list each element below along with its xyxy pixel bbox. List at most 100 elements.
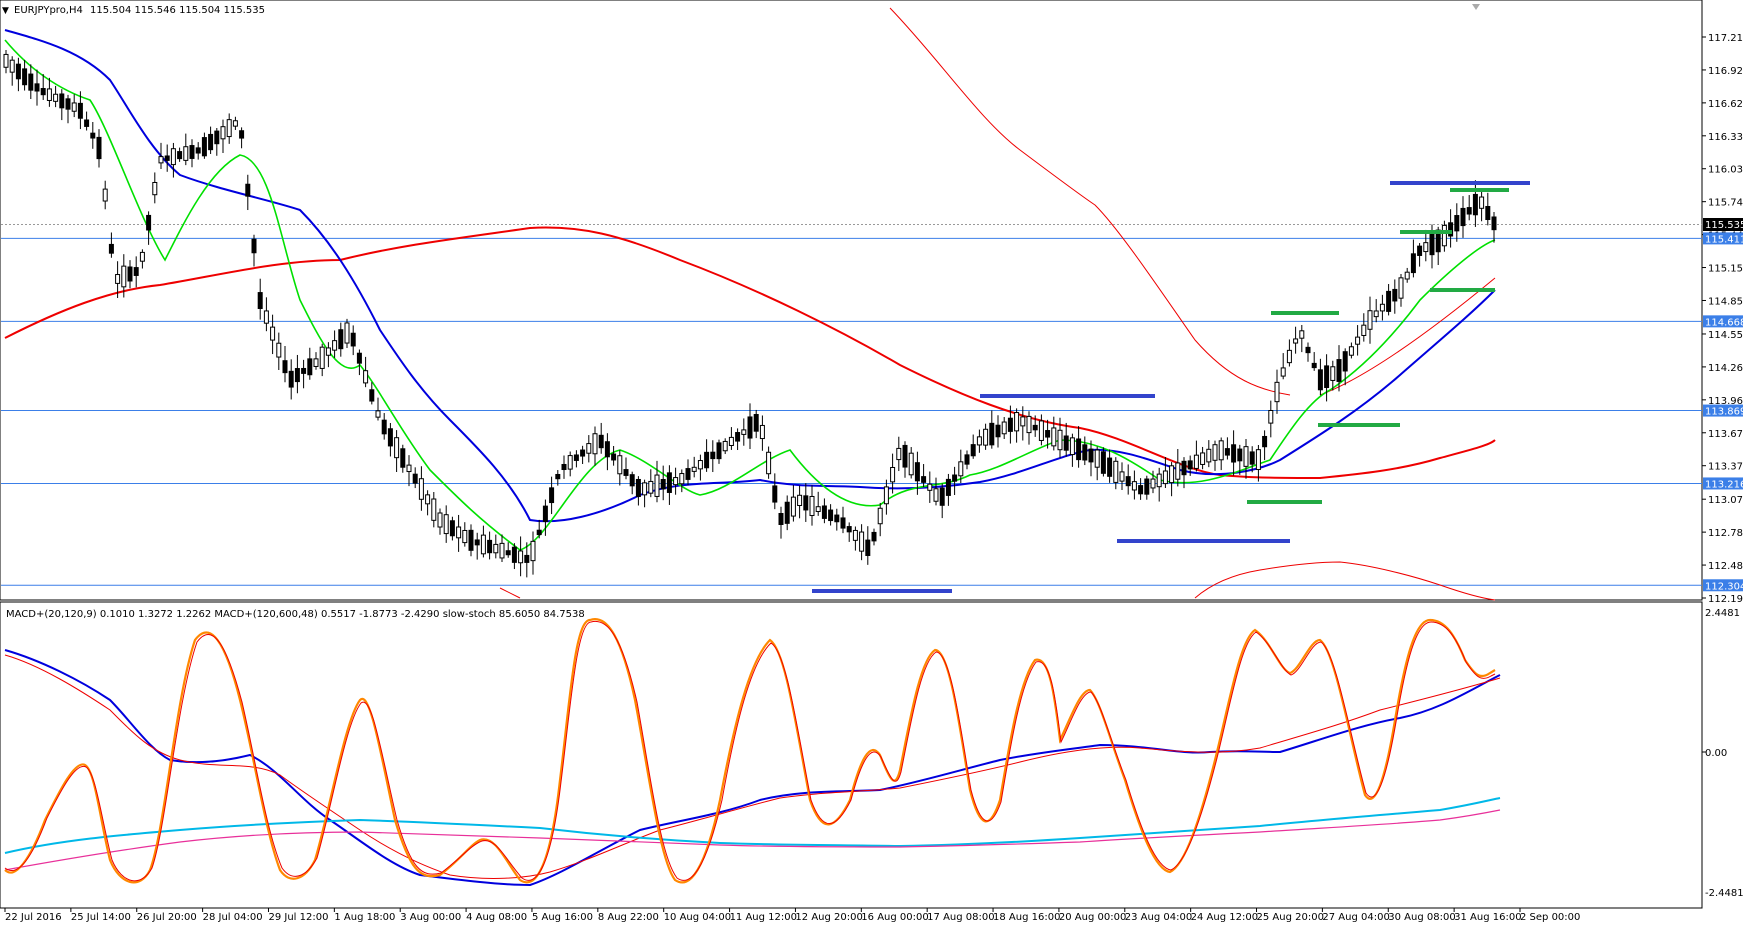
candle-body: [933, 488, 939, 502]
candle-body: [840, 517, 846, 529]
candle-body: [629, 474, 635, 487]
dropdown-arrow-icon[interactable]: ▼: [2, 6, 9, 16]
candle-body: [604, 441, 610, 458]
candle-body: [685, 468, 691, 480]
candle-body: [1169, 465, 1175, 484]
candle-body: [1429, 232, 1435, 256]
hline-price-label: 113.869: [1705, 407, 1743, 418]
candle-body: [518, 550, 524, 564]
time-axis-label: 25 Jul 14:00: [71, 912, 131, 922]
candle-body: [877, 507, 883, 525]
candle-body: [1330, 366, 1336, 381]
candle-body: [1386, 290, 1392, 312]
candle-body: [121, 265, 127, 288]
candle-body: [301, 367, 307, 374]
time-axis-label: 27 Aug 04:00: [1322, 912, 1389, 922]
candle-body: [945, 478, 951, 496]
candle-body: [1231, 444, 1237, 463]
candle-body: [542, 505, 548, 522]
candle-body: [400, 448, 406, 468]
hline-price-label: 112.304: [1705, 581, 1743, 592]
candle-body: [344, 322, 350, 344]
ma-slow-line: [4, 226, 1496, 480]
candlesticks: [3, 50, 1497, 578]
candle-body: [846, 526, 852, 533]
price-axis[interactable]: 117.215 116.920 116.625 116.330 116.035 115.7…: [1702, 33, 1743, 605]
candle-body: [1317, 369, 1323, 391]
candle-body: [239, 130, 245, 139]
horizontal-lines: [1, 224, 1702, 586]
candle-body: [1175, 462, 1181, 480]
candle-body: [177, 151, 183, 160]
candle-body: [567, 455, 573, 470]
price-axis-tick: 112.780: [1708, 528, 1743, 539]
candle-body: [90, 132, 96, 139]
candle-body: [927, 483, 933, 491]
candle-body: [412, 473, 418, 484]
candle-body: [22, 68, 28, 86]
candle-body: [1206, 448, 1212, 463]
main-pane-frame: [0, 0, 1703, 601]
envelope-lower-left-line: [499, 587, 521, 599]
candle-body: [139, 251, 145, 262]
time-axis-label: 25 Aug 20:00: [1257, 912, 1324, 922]
candle-body: [381, 419, 387, 435]
candle-body: [722, 440, 728, 452]
price-axis-tick: 116.330: [1708, 132, 1743, 143]
candle-body: [1410, 253, 1416, 274]
candle-body: [332, 340, 338, 351]
candle-body: [1243, 446, 1249, 467]
candle-body: [487, 539, 493, 554]
candle-body: [883, 486, 889, 505]
time-axis-label: 5 Aug 16:00: [532, 912, 593, 922]
candle-body: [394, 437, 400, 459]
candle-body: [28, 73, 34, 91]
candle-body: [871, 531, 877, 542]
candle-body: [338, 329, 344, 350]
candle-body: [406, 464, 412, 473]
candle-body: [1286, 349, 1292, 364]
time-axis-label: 12 Aug 20:00: [795, 912, 862, 922]
candle-body: [1237, 448, 1243, 462]
indicator-pane-frame: [0, 601, 1703, 909]
time-axis-label: 2 Sep 00:00: [1520, 912, 1580, 922]
candle-body: [146, 214, 152, 231]
candle-body: [1051, 427, 1057, 447]
time-axis-label: 18 Aug 16:00: [993, 912, 1060, 922]
time-axis-label: 28 Jul 04:00: [203, 912, 263, 922]
time-axis-label: 24 Aug 12:00: [1191, 912, 1258, 922]
candle-body: [1491, 216, 1497, 231]
scroll-marker-icon[interactable]: [1472, 4, 1480, 10]
candle-body: [170, 148, 176, 166]
price-axis-tick: 113.965: [1708, 396, 1743, 407]
candle-body: [648, 480, 654, 494]
candle-body: [288, 370, 294, 388]
candle-body: [914, 462, 920, 482]
time-axis-label: 16 Aug 00:00: [861, 912, 928, 922]
candle-body: [1113, 460, 1119, 483]
candle-body: [319, 346, 325, 369]
candle-body: [1057, 429, 1063, 451]
candle-body: [1305, 346, 1311, 354]
candle-body: [152, 181, 158, 196]
time-axis-label: 26 Jul 20:00: [137, 912, 197, 922]
candle-body: [691, 466, 697, 472]
candle-body: [1150, 478, 1156, 489]
candle-body: [666, 472, 672, 493]
candle-body: [654, 474, 660, 497]
candle-body: [1249, 451, 1255, 465]
candle-body: [294, 368, 300, 383]
time-axis[interactable]: 22 Jul 2016 25 Jul 14:00 26 Jul 20:00 28 Ju…: [4, 908, 1580, 923]
candle-body: [890, 466, 896, 483]
candle-body: [673, 477, 679, 486]
price-axis-tick: 115.740: [1708, 198, 1743, 209]
candle-body: [530, 540, 536, 562]
price-axis-tick: 115.150: [1708, 264, 1743, 275]
candle-body: [803, 495, 809, 511]
candle-body: [505, 550, 511, 556]
candle-body: [425, 494, 431, 505]
candle-body: [46, 88, 52, 101]
candle-body: [1262, 435, 1268, 448]
